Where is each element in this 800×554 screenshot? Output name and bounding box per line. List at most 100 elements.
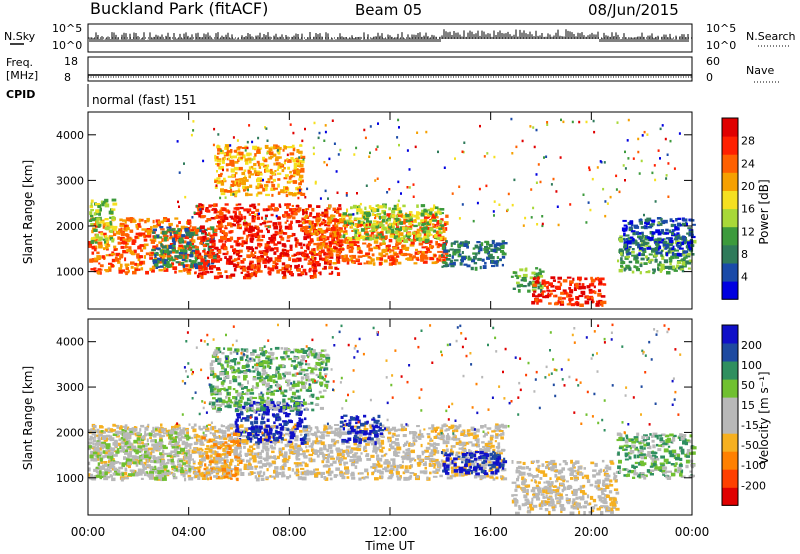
- power-cell-r0: [106, 224, 110, 228]
- velocity-cell-r0: [329, 449, 334, 454]
- power-cell-r3: [200, 204, 205, 208]
- velocity-cell-r0: [189, 465, 195, 469]
- power-cell-r4: [287, 166, 290, 170]
- power-cell-r8: [517, 289, 521, 293]
- power-cell-r0: [131, 239, 135, 242]
- power-cell-r5: [444, 256, 448, 259]
- velocity-cell-r0: [501, 468, 507, 472]
- power-sparse-cell: [368, 223, 371, 226]
- power-cell-r4: [220, 188, 224, 193]
- power-cell-r3: [198, 269, 202, 272]
- power-cell-r3: [244, 241, 248, 245]
- power-cell-r9: [545, 294, 549, 299]
- power-cell-r5: [369, 234, 373, 239]
- power-sparse-cell: [550, 183, 553, 186]
- power-cell-r3: [209, 234, 214, 237]
- power-cell-r0: [141, 228, 147, 231]
- velocity-cell-r0: [402, 450, 405, 454]
- power-cell-r4: [229, 159, 235, 164]
- power-cell-r3: [311, 207, 315, 212]
- power-cell-r3: [254, 251, 257, 254]
- power-cell-r2: [175, 230, 179, 234]
- power-cell-r9: [586, 296, 590, 299]
- power-cell-r4: [270, 146, 274, 149]
- power-cell-r3: [219, 225, 224, 228]
- velocity-cell-r0: [490, 434, 494, 438]
- power-cell-r3: [332, 207, 337, 212]
- velocity-cell-r0: [174, 423, 179, 428]
- power-cell-r3: [309, 275, 314, 278]
- power-cell-r7: [486, 256, 490, 260]
- velocity-cell-r0: [393, 464, 396, 469]
- velocity-cell-r0: [329, 470, 334, 474]
- velocity-cell-r0: [500, 433, 504, 436]
- velocity-cell-r0: [220, 425, 225, 428]
- power-sparse-cell: [192, 129, 195, 132]
- power-sparse-cell: [264, 126, 266, 129]
- power-cell-r3: [250, 228, 255, 232]
- power-cell-r9: [601, 300, 607, 305]
- power-cell-r11: [655, 229, 660, 234]
- velocity-cell-r0: [333, 474, 337, 478]
- power-cell-r4: [289, 152, 295, 156]
- velocity-cell-r0: [222, 447, 226, 452]
- velocity-cell-r0: [400, 455, 405, 458]
- power-cell-r3: [245, 273, 250, 278]
- power-cell-r2: [174, 255, 179, 258]
- power-cell-r4: [264, 169, 267, 173]
- power-cell-r3: [308, 214, 312, 217]
- power-cell-r5: [425, 248, 430, 251]
- velocity-cell-r0: [327, 469, 330, 473]
- power-cell-r5: [317, 242, 322, 247]
- power-cell-r11: [688, 229, 694, 232]
- power-cell-r0: [118, 228, 123, 232]
- power-cell-r11: [661, 220, 666, 225]
- power-cell-r3: [262, 260, 267, 264]
- velocity-cell-r0: [423, 471, 427, 475]
- power-cell-r10: [682, 252, 686, 256]
- velocity-cell-r0: [107, 427, 111, 430]
- power-cell-r3: [268, 207, 273, 211]
- velocity-cell-r0: [487, 440, 493, 443]
- power-cell-r3: [286, 219, 289, 222]
- power-cell-r3: [222, 252, 227, 256]
- power-cell-r4: [217, 148, 222, 152]
- power-cell-r4: [299, 159, 305, 164]
- power-cell-r3: [203, 265, 207, 268]
- velocity-cell-r0: [498, 433, 502, 437]
- power-cell-r2: [166, 257, 171, 261]
- power-cell-r5: [346, 224, 348, 228]
- power-cell-r4: [236, 147, 241, 151]
- power-cell-r4: [238, 166, 243, 171]
- power-cell-r5: [443, 237, 447, 241]
- power-cell-r5: [413, 262, 418, 265]
- power-cell-r5: [335, 235, 339, 240]
- power-cell-r3: [289, 244, 293, 249]
- power-cell-r5: [319, 245, 323, 250]
- power-cell-r5: [354, 223, 360, 226]
- power-cell-r0: [124, 263, 130, 266]
- power-cell-r2: [206, 263, 210, 267]
- power-cell-r4: [277, 172, 282, 175]
- power-cell-r10: [676, 261, 682, 265]
- power-cell-r4: [253, 163, 257, 167]
- velocity-cell-r0: [219, 455, 222, 458]
- power-sparse-cell: [217, 133, 220, 136]
- power-cell-r5: [346, 260, 350, 265]
- power-cell-r3: [238, 211, 241, 215]
- velocity-cell-r0: [366, 472, 369, 476]
- power-cell-r4: [214, 185, 218, 189]
- power-sparse-cell: [562, 120, 565, 124]
- velocity-cell-r0: [380, 454, 384, 458]
- power-cell-r0: [182, 256, 187, 259]
- power-sparse-cell: [667, 162, 670, 165]
- power-cell-r11: [623, 239, 626, 243]
- velocity-cell-r0: [329, 463, 334, 467]
- power-cell-r7: [498, 242, 503, 245]
- power-cell-r3: [238, 243, 242, 246]
- power-cell-r0: [98, 231, 104, 234]
- velocity-cell-r0: [458, 424, 462, 428]
- power-cell-r3: [266, 241, 270, 244]
- power-cell-r0: [93, 257, 99, 261]
- velocity-cell-r0: [103, 439, 108, 442]
